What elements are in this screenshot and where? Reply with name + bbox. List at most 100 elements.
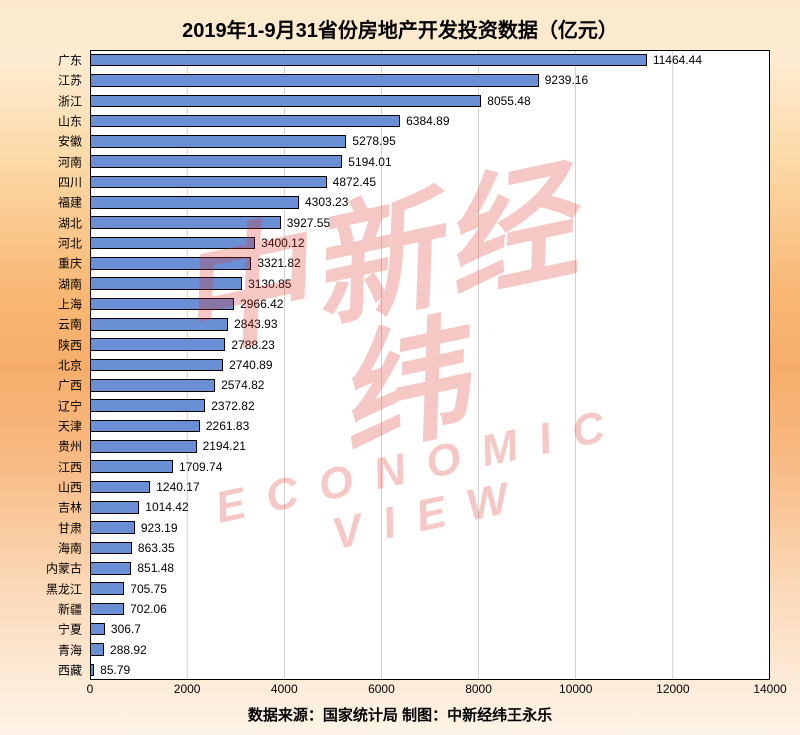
y-axis-label: 青海 <box>58 641 82 658</box>
bar <box>90 664 94 677</box>
bar-value-label: 4872.45 <box>333 175 376 189</box>
y-axis-label: 山东 <box>58 113 82 130</box>
bar-value-label: 3321.82 <box>257 256 300 270</box>
bar <box>90 237 255 250</box>
bar-value-label: 1709.74 <box>179 460 222 474</box>
bar-value-label: 4303.23 <box>305 195 348 209</box>
bar <box>90 196 299 209</box>
y-axis-label: 河北 <box>58 235 82 252</box>
bar-value-label: 923.19 <box>141 521 178 535</box>
y-axis-label: 宁夏 <box>58 621 82 638</box>
bar <box>90 155 342 168</box>
bar-value-label: 3400.12 <box>261 236 304 250</box>
y-axis-label: 江西 <box>58 458 82 475</box>
bar-value-label: 3927.55 <box>287 216 330 230</box>
bar-value-label: 705.75 <box>130 582 167 596</box>
y-axis-label: 黑龙江 <box>46 580 82 597</box>
bar <box>90 420 200 433</box>
y-axis-label: 河南 <box>58 153 82 170</box>
bars-container: 11464.44 9239.16 8055.48 6384.89 5278.95 5194… <box>90 50 770 680</box>
y-axis-label: 内蒙古 <box>46 560 82 577</box>
x-axis-label: 12000 <box>656 682 689 696</box>
y-axis-label: 湖北 <box>58 214 82 231</box>
y-axis-label: 安徽 <box>58 133 82 150</box>
bar <box>90 582 124 595</box>
bar-value-label: 85.79 <box>100 663 130 677</box>
bar-value-label: 306.7 <box>111 622 141 636</box>
bar <box>90 399 205 412</box>
y-axis-label: 云南 <box>58 316 82 333</box>
x-axis-label: 6000 <box>368 682 395 696</box>
bar <box>90 501 139 514</box>
y-axis-label: 吉林 <box>58 499 82 516</box>
bar <box>90 562 131 575</box>
y-axis-label: 广东 <box>58 52 82 69</box>
chart-plot-area: 11464.44 9239.16 8055.48 6384.89 5278.95 5194… <box>90 50 770 680</box>
bar <box>90 623 105 636</box>
y-axis-label: 辽宁 <box>58 397 82 414</box>
y-axis-label: 湖南 <box>58 275 82 292</box>
bar <box>90 521 135 534</box>
bar-value-label: 1240.17 <box>156 480 199 494</box>
bar-value-label: 2574.82 <box>221 378 264 392</box>
bar <box>90 298 234 311</box>
bar-value-label: 2843.93 <box>234 317 277 331</box>
bar <box>90 460 173 473</box>
x-axis-labels: 02000400060008000100001200014000 <box>90 682 770 702</box>
bar <box>90 542 132 555</box>
bar-value-label: 863.35 <box>138 541 175 555</box>
bar <box>90 115 400 128</box>
x-axis-label: 14000 <box>753 682 786 696</box>
bar <box>90 257 251 270</box>
bar <box>90 440 197 453</box>
bar <box>90 277 242 290</box>
bar-value-label: 851.48 <box>137 561 174 575</box>
bar <box>90 603 124 616</box>
bar-value-label: 2372.82 <box>211 399 254 413</box>
bar <box>90 359 223 372</box>
bar-value-label: 9239.16 <box>545 73 588 87</box>
bar-value-label: 11464.44 <box>653 53 702 67</box>
y-axis-label: 重庆 <box>58 255 82 272</box>
y-axis-label: 陕西 <box>58 336 82 353</box>
y-axis-label: 新疆 <box>58 600 82 617</box>
bar <box>90 54 647 67</box>
bar <box>90 216 281 229</box>
y-axis-label: 山西 <box>58 478 82 495</box>
bar-value-label: 3130.85 <box>248 277 291 291</box>
bar-value-label: 2788.23 <box>231 338 274 352</box>
data-source: 数据来源：国家统计局 制图：中新经纬王永乐 <box>0 704 800 725</box>
y-axis-label: 天津 <box>58 417 82 434</box>
bar-value-label: 2261.83 <box>206 419 249 433</box>
bar <box>90 176 327 189</box>
bar <box>90 338 225 351</box>
y-axis-label: 浙江 <box>58 92 82 109</box>
bar-value-label: 6384.89 <box>406 114 449 128</box>
bar-value-label: 2194.21 <box>203 439 246 453</box>
y-axis-label: 贵州 <box>58 438 82 455</box>
bar <box>90 643 104 656</box>
bar-value-label: 8055.48 <box>487 94 530 108</box>
y-axis-label: 广西 <box>58 377 82 394</box>
y-axis-label: 海南 <box>58 539 82 556</box>
y-axis-label: 四川 <box>58 174 82 191</box>
bar-value-label: 2966.42 <box>240 297 283 311</box>
bar-value-label: 2740.89 <box>229 358 272 372</box>
y-axis-label: 北京 <box>58 357 82 374</box>
bar-value-label: 702.06 <box>130 602 167 616</box>
x-axis-label: 2000 <box>174 682 201 696</box>
x-axis-label: 4000 <box>271 682 298 696</box>
chart-title: 2019年1-9月31省份房地产开发投资数据（亿元） <box>0 0 800 49</box>
bar <box>90 135 346 148</box>
y-axis-label: 江苏 <box>58 72 82 89</box>
bar-value-label: 5194.01 <box>348 155 391 169</box>
bar-value-label: 5278.95 <box>352 134 395 148</box>
y-axis-label: 西藏 <box>58 661 82 678</box>
bar-value-label: 288.92 <box>110 643 147 657</box>
y-axis-label: 上海 <box>58 296 82 313</box>
x-axis-label: 8000 <box>465 682 492 696</box>
bar <box>90 379 215 392</box>
y-axis-label: 福建 <box>58 194 82 211</box>
bar <box>90 481 150 494</box>
y-axis-labels: 广东江苏浙江山东安徽河南四川福建湖北河北重庆湖南上海云南陕西北京广西辽宁天津贵州… <box>0 50 86 680</box>
